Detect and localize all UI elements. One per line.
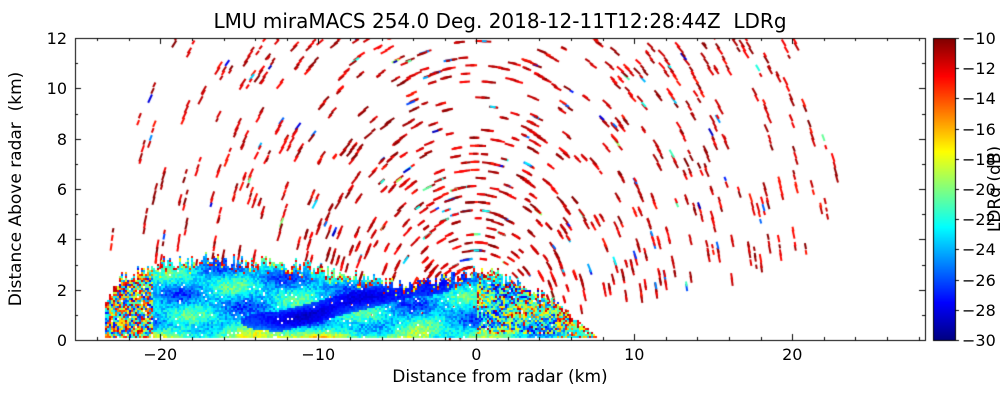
colorbar-tick-label: −16 (962, 120, 996, 139)
y-tick-label: 10 (46, 79, 67, 99)
colorbar-tick-label: −18 (962, 150, 996, 169)
x-tick-label: 10 (624, 345, 645, 364)
y-tick-label: 2 (56, 280, 67, 300)
plot-title: LMU miraMACS 254.0 Deg. 2018-12-11T12:28… (213, 9, 787, 33)
colorbar-tick-label: −12 (962, 59, 996, 78)
y-tick-label: 8 (56, 129, 67, 149)
colorbar-tick-label: −10 (962, 29, 996, 48)
x-tick-label: −20 (143, 345, 178, 364)
y-tick-label: 6 (56, 180, 67, 199)
y-tick-label: 0 (56, 331, 67, 350)
x-tick-label: −10 (301, 345, 336, 364)
colorbar-tick-label: −30 (962, 331, 996, 350)
colorbar-tick-label: −14 (962, 89, 996, 108)
y-tick-label: 4 (56, 230, 67, 250)
colorbar-tick-label: −20 (962, 180, 996, 199)
colorbar-tick-label: −28 (962, 301, 996, 320)
x-tick-label: 0 (471, 345, 482, 364)
colorbar-tick-label: −26 (962, 271, 996, 290)
y-tick-label: 12 (46, 29, 67, 48)
x-axis-label: Distance from radar (km) (392, 367, 608, 387)
colorbar-tick-label: −24 (962, 240, 996, 259)
x-tick-label: 20 (782, 345, 803, 364)
colorbar-tick-label: −22 (962, 210, 996, 229)
